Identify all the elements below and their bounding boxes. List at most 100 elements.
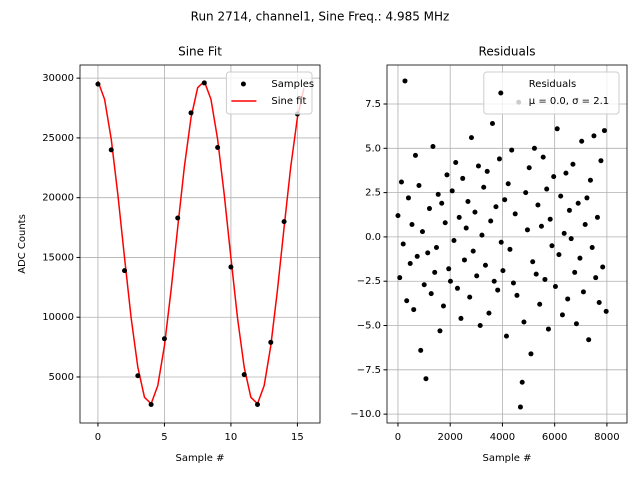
data-point [579,138,585,144]
data-point [549,243,555,249]
data-point [458,315,464,321]
data-point [566,207,572,213]
data-point [409,222,415,228]
data-point [591,133,597,139]
data-point [461,257,467,263]
data-point [444,172,450,178]
x-tick-label: 15 [291,432,304,443]
x-axis-label: Sample # [482,453,531,464]
data-point [521,319,527,325]
data-point [463,225,469,231]
axes: 0 5 10 15 5000 10000 15000 20000 25000 30000 Sine … [17,45,321,464]
data-point [593,275,599,281]
data-point [503,333,509,339]
data-point [426,206,432,212]
data-point [454,285,460,291]
data-point [570,161,576,167]
data-point [405,195,411,201]
data-point [201,80,207,86]
data-point [491,278,497,284]
data-point [558,193,564,199]
y-tick-label: −5.0 [357,321,381,332]
data-point [398,179,404,185]
data-point [544,186,550,192]
data-point [580,289,586,295]
data-point [554,126,560,132]
data-point [412,152,418,158]
data-point [547,216,553,222]
data-point [538,223,544,229]
data-point [439,200,445,206]
data-point [475,163,481,169]
y-tick-label: 7.5 [365,99,381,110]
legend-label: Samples [271,79,314,90]
legend-box [225,71,313,115]
data-point [495,287,501,293]
x-axis-label: Sample # [175,453,224,464]
data-point [563,170,569,176]
data-point [552,284,558,290]
data-point [474,273,480,279]
data-point [435,191,441,197]
data-point [451,237,457,243]
data-point [498,239,504,245]
data-point [533,271,539,277]
data-point [148,401,154,407]
data-point [456,214,462,220]
data-point [465,198,471,204]
data-point [500,268,506,274]
data-point [493,204,499,210]
legend-box [483,71,620,115]
legend-marker [498,90,504,96]
data-point [582,222,588,228]
data-point [440,303,446,309]
data-point [479,232,485,238]
y-tick-label: 5.0 [365,143,381,154]
axes-title: Residuals [479,45,536,59]
data-point [418,347,424,353]
data-point [430,144,436,150]
data-point [524,227,530,233]
data-point [526,165,532,171]
legend-label: Residuals [529,79,576,90]
data-point [540,154,546,160]
data-point [477,323,483,329]
data-point [542,276,548,282]
data-point [449,188,455,194]
data-point [589,245,595,251]
y-tick-label: −7.5 [357,365,381,376]
data-point [411,307,417,313]
data-point [95,81,101,87]
data-point [507,246,513,252]
data-point [433,245,439,251]
x-tick-label: 6000 [542,432,567,443]
data-point [447,278,453,284]
data-point [432,269,438,275]
y-tick-label: 15000 [42,252,74,263]
data-point [545,326,551,332]
x-tick-label: 2000 [437,432,462,443]
data-point [577,255,583,261]
data-point [537,301,543,307]
data-point [423,376,429,382]
data-point [404,298,410,304]
data-point [421,282,427,288]
data-point [568,236,574,242]
data-point [528,351,534,357]
data-point [510,280,516,286]
x-tick-label: 8000 [594,432,619,443]
data-point [489,120,495,126]
data-point [470,248,476,254]
data-point [561,230,567,236]
data-point [108,147,114,153]
data-point [535,202,541,208]
data-point [556,252,562,258]
x-tick-label: 0 [95,432,101,443]
fit-line [97,80,305,405]
y-tick-label: 10000 [42,312,74,323]
y-tick-label: 20000 [42,193,74,204]
axes: 0 2000 4000 6000 8000 −10.0 −7.5 −5.0 −2.5 0.0 2.5… [350,45,628,464]
data-point [419,229,425,235]
data-point [400,241,406,247]
